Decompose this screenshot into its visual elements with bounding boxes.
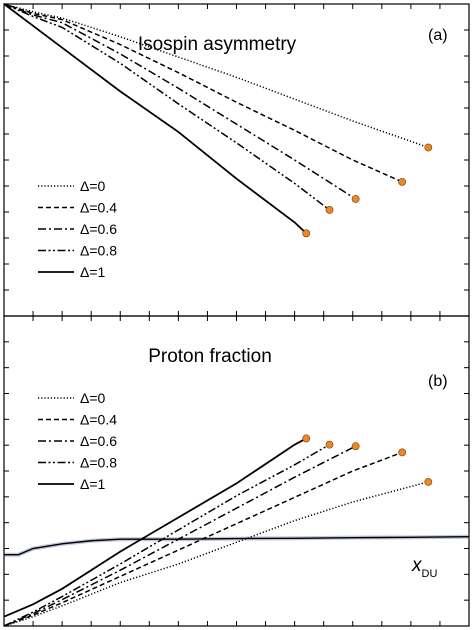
- series-line-b-3: [3, 444, 330, 627]
- panel-b-ticks: [4, 316, 469, 626]
- series-endpoint-a-3: [325, 206, 334, 214]
- panel-b-title: Proton fraction: [148, 346, 272, 367]
- panel-a-markers: [302, 143, 433, 238]
- panel-a-ticks: [4, 4, 469, 316]
- legend-label-b-0: Δ=0: [80, 390, 106, 406]
- series-endpoint-a-1: [398, 177, 407, 186]
- series-line-b-4: [3, 437, 307, 618]
- legend-label-b-2: Δ=0.6: [80, 433, 117, 449]
- legend-label-a-0: Δ=0: [80, 178, 106, 194]
- series-endpoint-b-2: [351, 442, 360, 451]
- panel-a-series: [3, 3, 429, 234]
- series-endpoint-b-4: [302, 434, 311, 443]
- series-line-a-0: [3, 3, 429, 149]
- panel-b: Proton fraction (b) xDU Δ=0Δ=0.4Δ=0.6Δ=0…: [3, 315, 470, 627]
- panel-a: Isospin asymmetry (a) Δ=0 Δ=0.4 Δ=0.6 Δ=0.8…: [3, 3, 470, 317]
- legend-label-b-4: Δ=1: [80, 476, 106, 492]
- legend-label-a-4: Δ=1: [80, 264, 106, 280]
- legend-label-b-3: Δ=0.8: [80, 455, 117, 471]
- series-line-b-2: [3, 445, 356, 627]
- series-line-a-2: [3, 3, 357, 200]
- panel-a-title: Isospin asymmetry: [138, 34, 297, 55]
- panel-a-legend: Δ=0 Δ=0.4 Δ=0.6 Δ=0.8 Δ=1: [38, 178, 117, 280]
- panel-b-label: (b): [428, 373, 448, 390]
- panel-b-series: [3, 437, 429, 627]
- series-line-b-0: [3, 481, 429, 627]
- series-endpoint-b-0: [424, 477, 433, 486]
- series-line-a-4: [3, 3, 307, 234]
- series-endpoint-a-2: [351, 195, 360, 203]
- series-endpoint-b-3: [325, 440, 334, 449]
- threshold-label: xDU: [411, 555, 437, 580]
- panel-b-markers: [302, 434, 433, 486]
- threshold-band: [4, 534, 470, 557]
- series-line-a-1: [3, 3, 403, 183]
- threshold-label-main: x: [411, 555, 423, 576]
- panel-a-label: (a): [428, 27, 448, 44]
- panel-b-legend: Δ=0 Δ=0.4 Δ=0.6 Δ=0.8 Δ=1: [38, 390, 117, 492]
- legend-label-a-2: Δ=0.6: [80, 221, 117, 237]
- legend-label-b-1: Δ=0.4: [80, 412, 117, 428]
- panel-b-threshold: [4, 534, 470, 557]
- threshold-line: [4, 536, 470, 556]
- threshold-label-sub: DU: [422, 568, 438, 580]
- series-line-b-1: [3, 451, 403, 627]
- series-endpoint-a-0: [424, 143, 433, 152]
- legend-label-a-3: Δ=0.8: [80, 243, 117, 259]
- series-endpoint-a-4: [302, 229, 311, 238]
- series-endpoint-b-1: [398, 448, 407, 457]
- legend-label-a-1: Δ=0.4: [80, 200, 117, 216]
